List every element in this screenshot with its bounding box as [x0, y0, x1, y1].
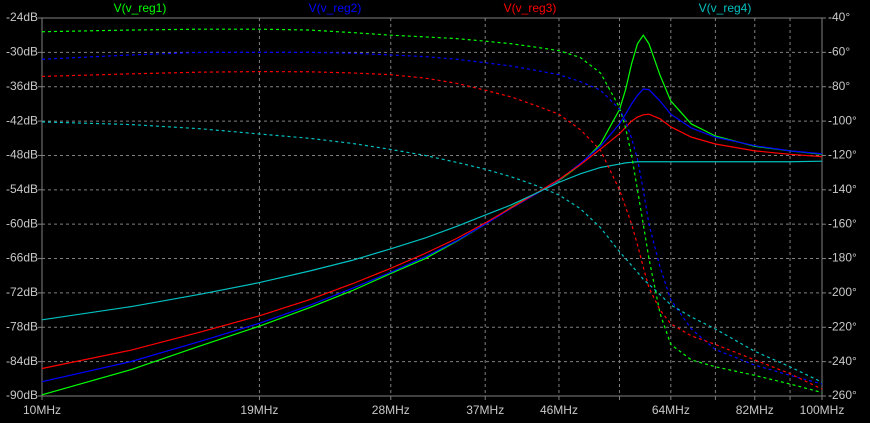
legend-label: V(v_reg1)	[114, 1, 167, 15]
x-tick-label: 46MHz	[540, 403, 578, 417]
y2-tick-label: -120°	[828, 148, 857, 162]
y-tick-label: -24dB	[6, 10, 38, 24]
x-tick-label: 10MHz	[23, 403, 61, 417]
x-tick-label: 19MHz	[240, 403, 278, 417]
y2-tick-label: -220°	[828, 319, 857, 333]
y2-tick-label: -40°	[828, 10, 850, 24]
y-tick-label: -84dB	[6, 354, 38, 368]
x-tick-label: 64MHz	[652, 403, 690, 417]
y-tick-label: -30dB	[6, 45, 38, 59]
plot-frame	[41, 17, 823, 397]
phase-line	[41, 71, 823, 390]
y2-tick-label: -260°	[828, 388, 857, 402]
legend-label: V(v_reg4)	[699, 1, 752, 15]
y2-tick-label: -200°	[828, 285, 857, 299]
y-tick-label: -90dB	[6, 388, 38, 402]
y-tick-label: -66dB	[6, 251, 38, 265]
y-tick-label: -48dB	[6, 148, 38, 162]
y2-tick-label: -160°	[828, 216, 857, 230]
x-tick-label: 82MHz	[736, 403, 774, 417]
y2-tick-label: -80°	[828, 79, 850, 93]
phase-line	[41, 121, 823, 383]
x-tick-label: 28MHz	[372, 403, 410, 417]
y-tick-label: -36dB	[6, 79, 38, 93]
y2-tick-label: -100°	[828, 113, 857, 127]
y-tick-label: -42dB	[6, 113, 38, 127]
legend-label: V(v_reg3)	[504, 1, 557, 15]
y-tick-label: -60dB	[6, 216, 38, 230]
x-tick-label: 37MHz	[466, 403, 504, 417]
phase-line	[41, 51, 823, 385]
y-tick-label: -78dB	[6, 319, 38, 333]
phase-line	[41, 28, 823, 394]
y2-tick-label: -60°	[828, 45, 850, 59]
x-tick-label: 100MHz	[800, 403, 845, 417]
y2-tick-label: -180°	[828, 251, 857, 265]
y2-tick-label: -240°	[828, 354, 857, 368]
y2-tick-label: -140°	[828, 182, 857, 196]
magnitude-line	[41, 160, 823, 321]
y-tick-label: -72dB	[6, 285, 38, 299]
magnitude-line	[41, 88, 823, 383]
y-tick-label: -54dB	[6, 182, 38, 196]
legend-label: V(v_reg2)	[309, 1, 362, 15]
magnitude-line	[41, 113, 823, 370]
